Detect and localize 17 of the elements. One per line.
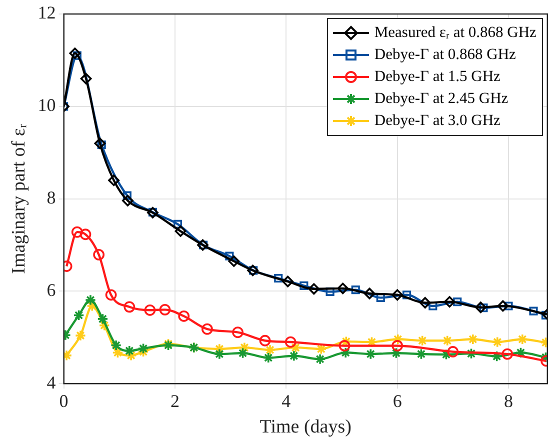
y-tick-label: 6 [46,280,56,300]
x-tick-label: 6 [392,391,402,412]
x-tick-label: 8 [504,391,513,412]
y-tick-label: 12 [38,2,56,23]
y-tick-label: 8 [46,188,56,208]
x-tick-label: 2 [170,391,180,412]
x-axis-title: Time (days) [260,416,352,438]
y-tick-label: 10 [38,95,56,116]
legend-label: Debye-Γ at 2.45 GHz [374,89,508,109]
y-tick-label: 4 [46,372,56,392]
legend-label: Debye-Γ at 1.5 GHz [374,67,500,87]
y-axis-title: Imaginary part of εᵣ [8,124,30,274]
legend-label: Debye-Γ at 0.868 GHz [374,45,516,65]
x-tick-label: 0 [59,391,68,412]
legend-label: Measured εᵣ at 0.868 GHz [374,23,536,43]
legend-label: Debye-Γ at 3.0 GHz [374,111,500,131]
x-tick-label: 4 [282,391,291,412]
